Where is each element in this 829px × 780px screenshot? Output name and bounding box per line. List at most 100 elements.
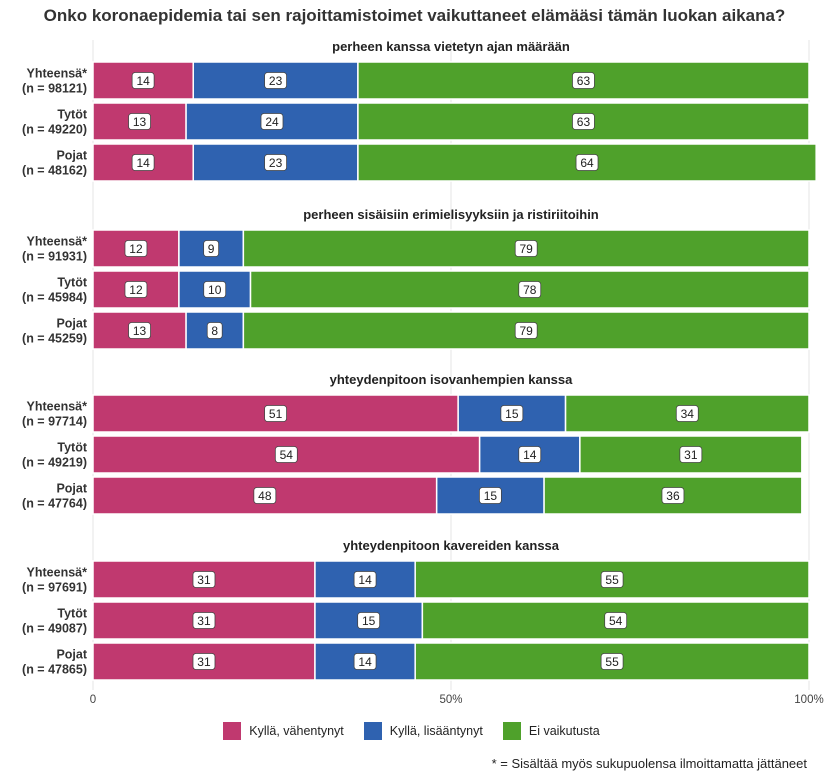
data-label-box	[661, 487, 685, 504]
legend-item-increased: Kyllä, lisääntynyt	[363, 722, 489, 740]
data-label: 78	[523, 283, 537, 297]
panel-title: perheen sisäisiin erimielisyyksiin ja ri…	[303, 207, 599, 222]
data-label-box	[600, 571, 624, 588]
group-label: Pojat	[56, 317, 87, 331]
data-label-box	[264, 154, 287, 171]
data-label: 15	[505, 407, 519, 421]
data-label: 63	[577, 115, 591, 129]
group-label: Yhteensä*	[27, 566, 88, 580]
group-label: Tytöt	[57, 441, 87, 455]
data-label: 14	[523, 448, 537, 462]
data-label-box	[514, 240, 538, 257]
group-label: Pojat	[56, 149, 87, 163]
data-label-box	[264, 72, 287, 89]
group-label: Pojat	[56, 482, 87, 496]
data-label-box	[264, 405, 287, 422]
group-n-label: (n = 45984)	[22, 291, 87, 305]
x-tick-label: 50%	[439, 694, 462, 706]
data-label-box	[253, 487, 277, 504]
data-label: 15	[362, 614, 376, 628]
data-label-box	[192, 612, 216, 629]
data-label: 55	[605, 573, 619, 587]
data-label-box	[500, 405, 524, 422]
data-label-box	[192, 653, 216, 670]
group-label: Yhteensä*	[27, 67, 88, 81]
data-label: 14	[358, 573, 372, 587]
data-label-box	[353, 653, 377, 670]
data-label-box	[192, 571, 216, 588]
legend-label: Kyllä, vähentynyt	[249, 724, 344, 738]
bar-segment	[579, 435, 803, 474]
legend-label: Kyllä, lisääntynyt	[389, 724, 483, 738]
data-label: 79	[520, 324, 534, 338]
data-label-box	[131, 154, 155, 171]
group-label: Tytöt	[57, 276, 87, 290]
data-label-box	[675, 405, 699, 422]
panel-title: yhteydenpitoon isovanhempien kanssa	[330, 372, 573, 387]
group-label: Yhteensä*	[27, 235, 88, 249]
group-n-label: (n = 97691)	[22, 581, 87, 595]
data-label: 14	[136, 74, 150, 88]
data-label-box	[131, 72, 155, 89]
bar-segment	[457, 394, 567, 433]
group-label: Tytöt	[57, 108, 87, 122]
group-n-label: (n = 49219)	[22, 456, 87, 470]
data-label: 23	[269, 74, 283, 88]
panel-title: perheen kanssa vietetyn ajan määrään	[332, 39, 570, 54]
data-label: 9	[208, 242, 215, 256]
group-n-label: (n = 97714)	[22, 415, 87, 429]
legend-swatch-increased	[363, 722, 382, 740]
group-n-label: (n = 91931)	[22, 250, 87, 264]
data-label-box	[514, 322, 538, 339]
data-label-box	[274, 446, 298, 463]
data-label-box	[124, 281, 148, 298]
bar-segment	[92, 642, 316, 681]
group-label: Tytöt	[57, 607, 87, 621]
data-label-box	[206, 322, 223, 339]
data-label-box	[604, 612, 628, 629]
footnote: * = Sisältää myös sukupuolensa ilmoittam…	[491, 756, 807, 771]
data-label-box	[600, 653, 624, 670]
data-label: 79	[520, 242, 534, 256]
data-label: 14	[358, 655, 372, 669]
data-label-box	[124, 240, 148, 257]
panel-title: yhteydenpitoon kavereiden kanssa	[343, 538, 560, 553]
x-tick-label: 0	[90, 694, 96, 706]
data-label: 36	[666, 489, 680, 503]
group-label: Pojat	[56, 648, 87, 662]
data-label-box	[478, 487, 502, 504]
group-n-label: (n = 49220)	[22, 123, 87, 137]
group-label: Yhteensä*	[27, 400, 88, 414]
group-n-label: (n = 47764)	[22, 497, 87, 511]
x-tick-label: 100%	[794, 694, 823, 706]
bar-segment	[92, 394, 459, 433]
data-label: 31	[197, 573, 211, 587]
data-label: 54	[280, 448, 294, 462]
data-label: 14	[136, 156, 150, 170]
group-n-label: (n = 47865)	[22, 663, 87, 677]
data-label-box	[128, 322, 151, 339]
data-label: 13	[133, 115, 147, 129]
data-label: 13	[133, 324, 147, 338]
data-label-box	[203, 240, 220, 257]
data-label: 24	[265, 115, 279, 129]
data-label: 48	[258, 489, 272, 503]
data-label: 31	[684, 448, 698, 462]
data-label-box	[357, 612, 381, 629]
data-label: 54	[609, 614, 623, 628]
legend-label: Ei vaikutusta	[528, 724, 600, 738]
data-label-box	[260, 113, 284, 130]
data-label: 31	[197, 614, 211, 628]
legend-item-decreased: Kyllä, vähentynyt	[223, 722, 350, 740]
data-label: 23	[269, 156, 283, 170]
data-label-box	[518, 446, 542, 463]
data-label-box	[203, 281, 227, 298]
data-label: 64	[580, 156, 594, 170]
legend: Kyllä, vähentynyt Kyllä, lisääntynyt Ei …	[0, 722, 829, 740]
data-label-box	[575, 154, 599, 171]
data-label: 31	[197, 655, 211, 669]
data-label: 12	[129, 242, 143, 256]
group-n-label: (n = 98121)	[22, 82, 87, 96]
legend-swatch-no-effect	[502, 722, 521, 740]
